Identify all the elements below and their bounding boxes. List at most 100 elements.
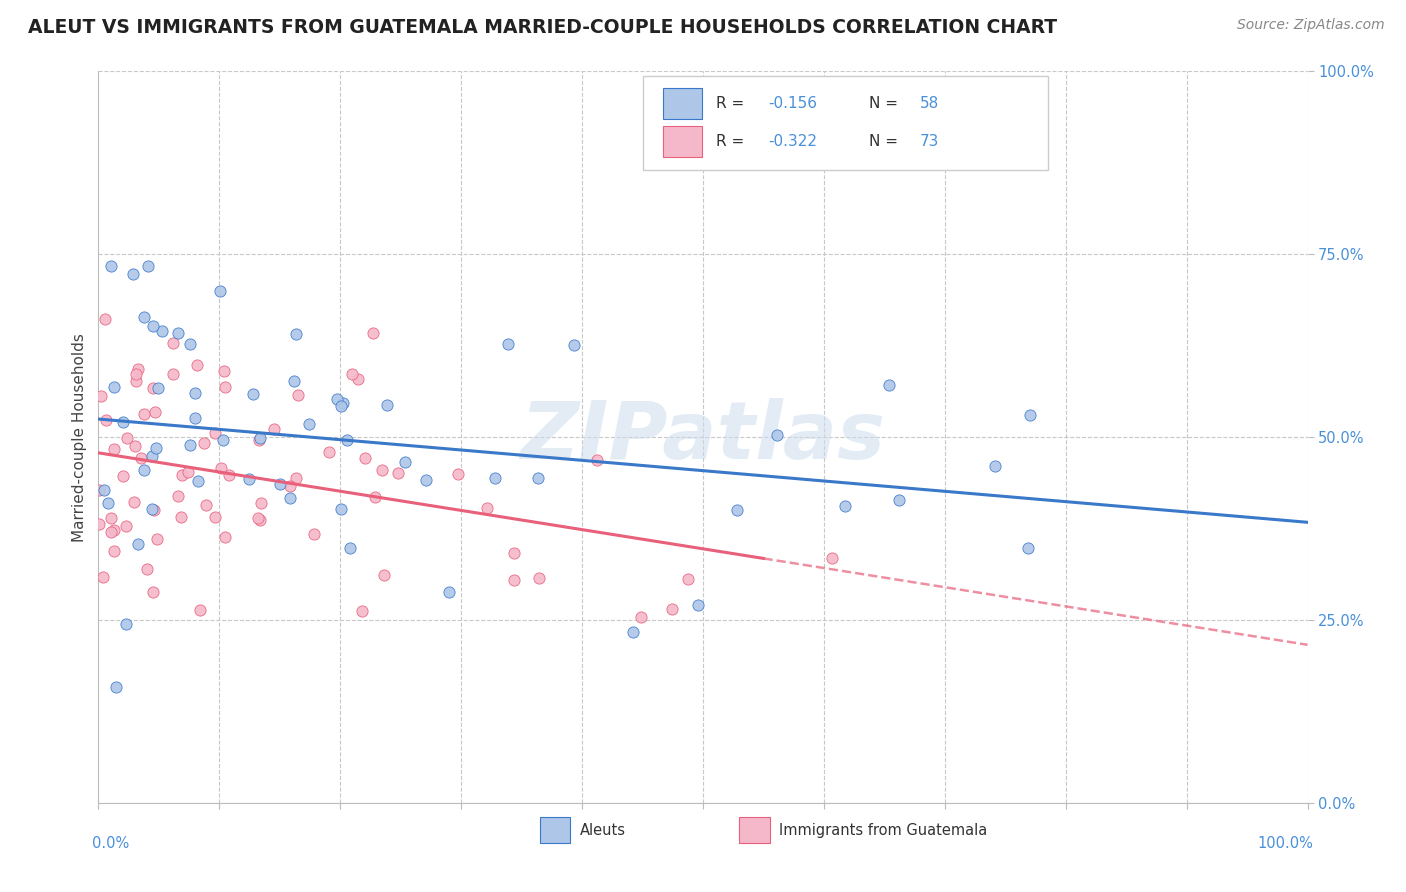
Point xyxy=(176,466,198,480)
Point xyxy=(122,267,145,281)
Point xyxy=(280,491,302,505)
Point xyxy=(166,489,188,503)
Point xyxy=(630,610,652,624)
Point xyxy=(193,436,215,450)
Text: 73: 73 xyxy=(920,134,939,149)
Point xyxy=(127,362,149,376)
Point xyxy=(527,471,550,485)
Point xyxy=(89,516,111,531)
Point xyxy=(287,387,309,401)
Point xyxy=(353,451,375,466)
Point xyxy=(329,399,352,413)
Point xyxy=(503,546,526,560)
Point xyxy=(269,477,291,491)
Point xyxy=(821,550,844,565)
Point xyxy=(585,453,607,467)
FancyBboxPatch shape xyxy=(664,126,702,157)
Point xyxy=(242,387,264,401)
Point xyxy=(112,415,135,429)
Point xyxy=(162,336,184,351)
Point xyxy=(336,433,359,447)
Point xyxy=(145,404,167,418)
Point xyxy=(394,455,416,469)
Point xyxy=(285,327,308,342)
Point xyxy=(1019,408,1042,422)
Point xyxy=(204,510,226,524)
Point xyxy=(214,530,236,544)
Point xyxy=(475,500,498,515)
Point xyxy=(484,471,506,485)
Point xyxy=(332,396,354,410)
Point xyxy=(105,680,128,694)
Point xyxy=(214,380,236,394)
Point xyxy=(377,398,399,412)
Point xyxy=(141,449,163,463)
Text: ZIPatlas: ZIPatlas xyxy=(520,398,886,476)
Point xyxy=(889,492,911,507)
Point xyxy=(142,585,165,599)
Point xyxy=(283,374,305,388)
FancyBboxPatch shape xyxy=(540,817,569,843)
Point xyxy=(280,479,302,493)
FancyBboxPatch shape xyxy=(664,88,702,119)
Point xyxy=(141,502,163,516)
Point xyxy=(125,368,148,382)
Text: ALEUT VS IMMIGRANTS FROM GUATEMALA MARRIED-COUPLE HOUSEHOLDS CORRELATION CHART: ALEUT VS IMMIGRANTS FROM GUATEMALA MARRI… xyxy=(28,18,1057,37)
Point xyxy=(184,386,207,401)
Point xyxy=(496,337,519,351)
Text: -0.156: -0.156 xyxy=(768,96,817,111)
Point xyxy=(212,434,235,448)
Point xyxy=(142,319,165,334)
Point xyxy=(562,338,585,352)
Point xyxy=(103,544,125,558)
Point xyxy=(162,367,184,381)
Point xyxy=(184,410,207,425)
Point xyxy=(437,584,460,599)
Point xyxy=(93,570,115,584)
Point xyxy=(361,326,384,341)
Point xyxy=(89,483,111,498)
FancyBboxPatch shape xyxy=(740,817,769,843)
Text: N =: N = xyxy=(869,96,903,111)
Point xyxy=(373,567,395,582)
Point xyxy=(246,510,269,524)
Point xyxy=(114,616,136,631)
Point xyxy=(298,417,321,431)
Point xyxy=(879,378,901,392)
Point xyxy=(387,466,409,480)
Point xyxy=(194,498,217,512)
Text: R =: R = xyxy=(716,134,749,149)
Point xyxy=(136,259,159,273)
FancyBboxPatch shape xyxy=(643,77,1047,170)
Point xyxy=(304,526,326,541)
Point xyxy=(114,518,136,533)
Text: 58: 58 xyxy=(920,96,939,111)
Point xyxy=(103,523,125,537)
Point xyxy=(93,483,115,497)
Point xyxy=(187,474,209,488)
Point xyxy=(134,407,156,421)
Point xyxy=(285,471,308,485)
Text: 0.0%: 0.0% xyxy=(93,836,129,851)
Point xyxy=(179,337,201,351)
Point xyxy=(124,439,146,453)
Point xyxy=(250,496,273,510)
Point xyxy=(90,389,112,403)
Point xyxy=(238,472,260,486)
Point xyxy=(370,463,392,477)
Point xyxy=(94,312,117,326)
Point xyxy=(103,380,125,394)
Point xyxy=(94,413,117,427)
Point xyxy=(145,442,167,456)
Point xyxy=(179,438,201,452)
Text: N =: N = xyxy=(869,134,903,149)
Point xyxy=(661,602,683,616)
Point xyxy=(127,537,149,551)
Point xyxy=(1017,541,1039,555)
Point xyxy=(686,598,709,612)
Point xyxy=(146,532,169,546)
Point xyxy=(129,450,152,465)
Point xyxy=(339,541,361,555)
Point xyxy=(247,433,270,447)
Point xyxy=(326,392,349,406)
